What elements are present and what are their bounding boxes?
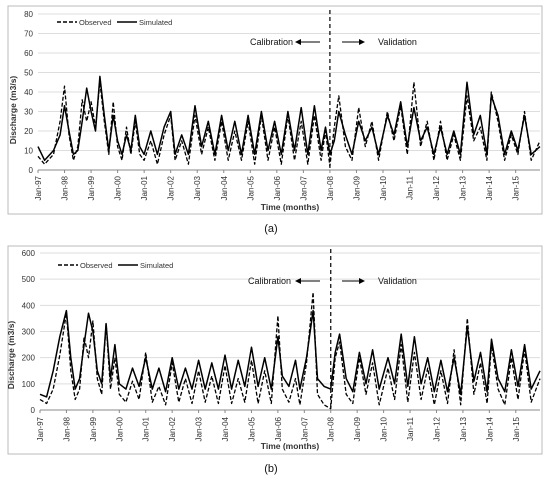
x-tick-label: Jan-99	[87, 175, 96, 200]
x-tick-label: Jan-98	[61, 175, 70, 200]
validation-arrowhead	[359, 39, 365, 45]
series-observed-line	[37, 81, 541, 167]
x-tick-label: Jan-08	[327, 416, 336, 441]
x-tick-label: Jan-13	[459, 175, 468, 200]
x-tick-label: Jan-05	[246, 175, 255, 200]
x-tick-label: Jan-10	[380, 416, 389, 441]
x-axis-label: Time (months)	[261, 202, 320, 212]
y-axis-label: Discharge (m3/s)	[6, 321, 16, 390]
y-tick-label: 80	[24, 10, 33, 19]
x-tick-label: Jan-99	[89, 416, 98, 441]
y-tick-label: 500	[22, 275, 36, 284]
x-tick-label: Jan-00	[115, 416, 124, 441]
tick-labels: 0 10 20 30 40 50 60 70 80 Jan-97 Jan-98 Jan-99 Jan-0…	[24, 10, 521, 200]
y-tick-label: 60	[24, 49, 33, 58]
y-tick-label: 200	[22, 354, 36, 363]
y-gridlines	[40, 252, 540, 385]
x-tick-label: Jan-14	[485, 175, 494, 200]
x-tick-label: Jan-12	[432, 175, 441, 200]
calibration-arrowhead	[295, 39, 301, 45]
series-layer	[39, 291, 541, 410]
x-tick-label: Jan-03	[195, 416, 204, 441]
x-tick-label: Jan-11	[406, 175, 415, 199]
x-tick-label: Jan-01	[142, 416, 151, 441]
annotation-validation: Validation	[342, 37, 417, 47]
x-tick-label: Jan-14	[485, 416, 494, 441]
y-gridlines	[38, 13, 540, 151]
calibration-label: Calibration	[248, 276, 291, 286]
y-tick-label: 0	[29, 166, 34, 175]
chart-panel-b: 0 100 200 300 400 500 600 Jan-97 Jan-98 Jan-99 Jan…	[6, 245, 543, 475]
y-axis-label: Discharge (m3/s)	[8, 76, 18, 145]
x-tick-label: Jan-98	[62, 416, 71, 441]
validation-label: Validation	[378, 276, 417, 286]
series-simulated-line	[39, 309, 541, 398]
legend-simulated-label: Simulated	[139, 18, 172, 27]
chart-border	[7, 5, 543, 215]
annotation-calibration: Calibration	[250, 37, 320, 47]
x-tick-label: Jan-97	[34, 175, 43, 200]
axes	[37, 10, 540, 173]
calibration-arrowhead	[295, 278, 301, 284]
x-tick-label: Jan-04	[220, 175, 229, 200]
validation-arrowhead	[359, 278, 365, 284]
y-tick-label: 70	[24, 30, 33, 39]
chart-panel-a: 0 10 20 30 40 50 60 70 80 Jan-97 Jan-98 Jan-99 Jan-0…	[7, 5, 543, 235]
annotation-validation: Validation	[342, 276, 417, 286]
legend-simulated-label: Simulated	[140, 261, 173, 270]
series-simulated-line	[37, 75, 541, 162]
validation-label: Validation	[378, 37, 417, 47]
x-tick-label: Jan-00	[114, 175, 123, 200]
y-tick-label: 20	[24, 127, 33, 136]
y-tick-label: 0	[31, 406, 36, 415]
chart-border	[7, 245, 543, 455]
x-tick-label: Jan-10	[379, 175, 388, 200]
x-tick-label: Jan-05	[247, 416, 256, 441]
x-tick-label: Jan-02	[168, 416, 177, 441]
x-tick-label: Jan-06	[273, 175, 282, 200]
x-tick-label: Jan-15	[512, 416, 521, 441]
legend-observed-label: Observed	[80, 261, 113, 270]
x-tick-label: Jan-12	[432, 416, 441, 441]
y-tick-label: 400	[22, 301, 36, 310]
x-tick-label: Jan-09	[353, 416, 362, 441]
y-tick-label: 50	[24, 69, 33, 78]
x-tick-label: Jan-06	[274, 416, 283, 441]
legend: Observed Simulated	[58, 261, 173, 270]
legend: Observed Simulated	[57, 18, 172, 27]
x-tick-label: Jan-01	[140, 175, 149, 200]
tick-labels: 0 100 200 300 400 500 600 Jan-97 Jan-98 Jan-99 Jan…	[22, 249, 521, 441]
x-tick-label: Jan-15	[512, 175, 521, 200]
calibration-label: Calibration	[250, 37, 293, 47]
x-tick-label: Jan-13	[459, 416, 468, 441]
y-tick-label: 40	[24, 88, 33, 97]
annotation-calibration: Calibration	[248, 276, 320, 286]
y-tick-label: 600	[22, 249, 36, 258]
series-layer	[37, 75, 541, 167]
x-tick-label: Jan-09	[352, 175, 361, 200]
x-tick-label: Jan-02	[167, 175, 176, 200]
panel-label-b: (b)	[264, 463, 277, 475]
panel-label-a: (a)	[264, 223, 277, 235]
y-tick-label: 300	[22, 328, 36, 337]
x-tick-label: Jan-04	[221, 416, 230, 441]
legend-observed-label: Observed	[79, 18, 112, 27]
x-axis-label: Time (months)	[261, 441, 320, 451]
y-tick-label: 30	[24, 108, 33, 117]
x-tick-label: Jan-07	[299, 175, 308, 200]
x-tick-label: Jan-11	[406, 416, 415, 440]
x-tick-label: Jan-97	[36, 416, 45, 441]
x-tick-label: Jan-07	[300, 416, 309, 441]
x-tick-label: Jan-08	[326, 175, 335, 200]
y-tick-label: 10	[24, 147, 33, 156]
y-tick-label: 100	[22, 380, 36, 389]
x-tick-label: Jan-03	[193, 175, 202, 200]
